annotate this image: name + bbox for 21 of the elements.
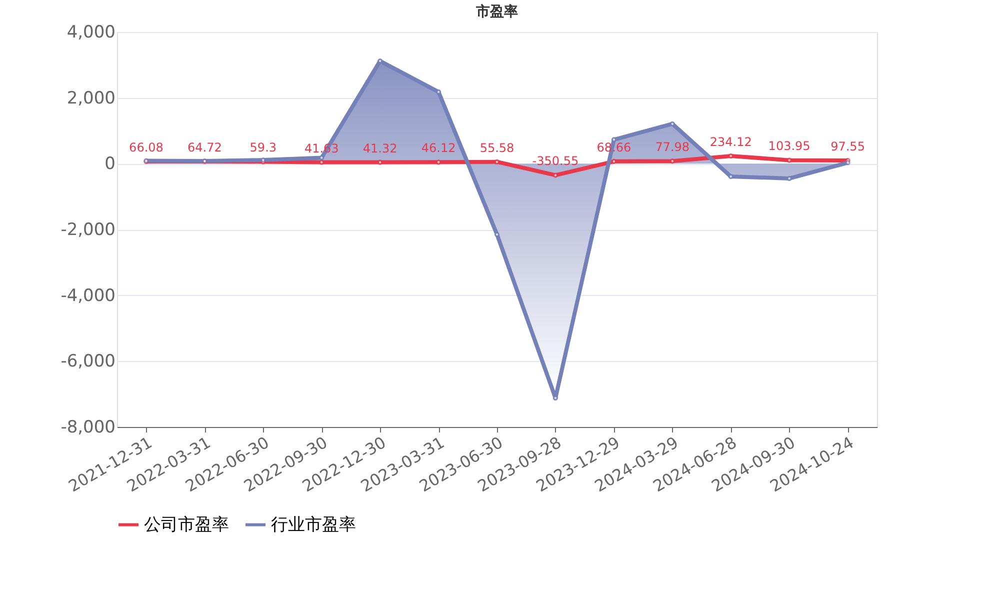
data-label: 46.12 bbox=[421, 141, 456, 156]
chart-title: 市盈率 bbox=[475, 3, 518, 20]
y-tick-label: 4,000 bbox=[66, 22, 116, 42]
y-tick-label: -2,000 bbox=[60, 220, 116, 240]
legend-label: 公司市盈率 bbox=[144, 514, 229, 535]
y-tick-label: -6,000 bbox=[60, 352, 116, 372]
y-tick-label: 0 bbox=[104, 154, 116, 174]
data-label: 234.12 bbox=[710, 134, 752, 149]
y-tick-label: -4,000 bbox=[60, 286, 116, 306]
data-label: 64.72 bbox=[188, 140, 222, 155]
data-label: 66.08 bbox=[129, 140, 164, 154]
legend-label: 行业市盈率 bbox=[271, 514, 356, 535]
data-label: 41.32 bbox=[362, 141, 398, 156]
data-label: -350.55 bbox=[532, 154, 579, 168]
data-label: 59.3 bbox=[250, 140, 277, 155]
y-tick-label: -8,000 bbox=[60, 418, 116, 438]
data-label: 77.98 bbox=[655, 140, 690, 154]
y-tick-label: 2,000 bbox=[66, 88, 116, 108]
data-label: 103.95 bbox=[768, 139, 810, 154]
data-label: 97.55 bbox=[830, 139, 865, 154]
data-label: 55.58 bbox=[480, 140, 514, 155]
